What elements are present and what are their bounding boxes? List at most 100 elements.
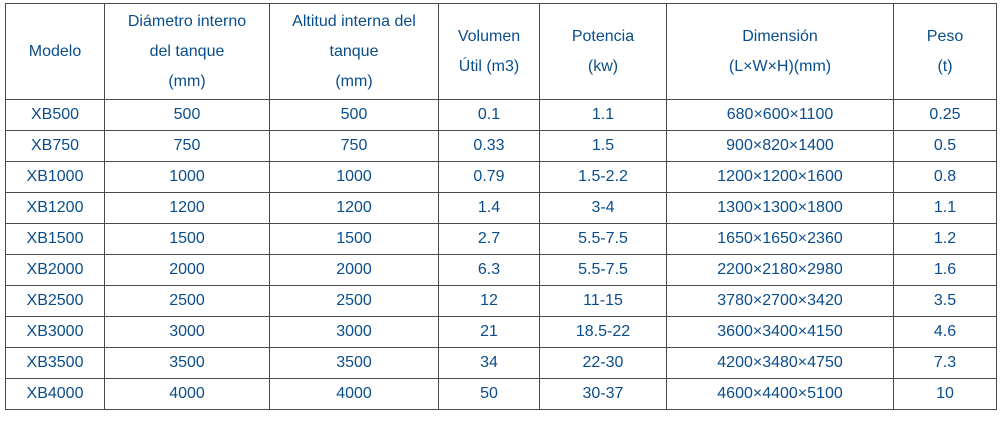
cell-potencia: 22-30 [539, 347, 667, 379]
cell-modelo: XB1200 [5, 192, 105, 224]
cell-diametro: 4000 [104, 378, 270, 410]
column-header-modelo: Modelo [5, 3, 105, 100]
cell-peso: 3.5 [893, 285, 997, 317]
column-header-line: (kw) [587, 57, 619, 75]
column-header-line: Útil (m3) [458, 57, 520, 75]
cell-modelo: XB3000 [5, 316, 105, 348]
cell-modelo: XB3500 [5, 347, 105, 379]
cell-dimension: 900×820×1400 [666, 130, 894, 162]
column-header-diametro: Diámetro interno del tanque (mm) [104, 3, 270, 100]
cell-modelo: XB2000 [5, 254, 105, 286]
column-header-line: Modelo [28, 42, 82, 60]
cell-modelo: XB4000 [5, 378, 105, 410]
cell-potencia: 11-15 [539, 285, 667, 317]
header-row: Modelo Diámetro interno del tanque (mm) Alti… [5, 3, 997, 100]
cell-peso: 0.25 [893, 99, 997, 131]
cell-dimension: 1300×1300×1800 [666, 192, 894, 224]
cell-peso: 1.6 [893, 254, 997, 286]
cell-dimension: 1650×1650×2360 [666, 223, 894, 255]
cell-diametro: 1000 [104, 161, 270, 193]
column-header-line: del tanque [149, 42, 225, 60]
cell-dimension: 3600×3400×4150 [666, 316, 894, 348]
column-header-line: Dimensión [742, 27, 818, 45]
table-header: Modelo Diámetro interno del tanque (mm) Alti… [5, 3, 997, 100]
column-header-line: Volumen [457, 27, 521, 45]
cell-diametro: 1200 [104, 192, 270, 224]
table-row: XB500 500 500 0.1 1.1 680×600×1100 0.25 [5, 99, 997, 131]
cell-potencia: 3-4 [539, 192, 667, 224]
spec-table: Modelo Diámetro interno del tanque (mm) Alti… [5, 3, 997, 410]
cell-dimension: 1200×1200×1600 [666, 161, 894, 193]
column-header-line: tanque [329, 42, 379, 60]
cell-altitud: 2500 [269, 285, 439, 317]
column-header-line: Peso [926, 27, 964, 45]
cell-dimension: 4200×3480×4750 [666, 347, 894, 379]
cell-altitud: 3000 [269, 316, 439, 348]
cell-altitud: 3500 [269, 347, 439, 379]
cell-altitud: 1500 [269, 223, 439, 255]
table-row: XB3000 3000 3000 21 18.5-22 3600×3400×4150 4.6 [5, 316, 997, 348]
column-header-line: Altitud interna del [292, 12, 416, 30]
cell-peso: 7.3 [893, 347, 997, 379]
column-header-line: (mm) [335, 72, 373, 90]
cell-diametro: 500 [104, 99, 270, 131]
cell-modelo: XB2500 [5, 285, 105, 317]
cell-dimension: 4600×4400×5100 [666, 378, 894, 410]
cell-potencia: 1.5-2.2 [539, 161, 667, 193]
cell-volumen: 50 [438, 378, 540, 410]
cell-potencia: 1.5 [539, 130, 667, 162]
cell-potencia: 5.5-7.5 [539, 223, 667, 255]
table-row: XB1500 1500 1500 2.7 5.5-7.5 1650×1650×2360 1.… [5, 223, 997, 255]
cell-altitud: 1000 [269, 161, 439, 193]
column-header-line: (L×W×H)(mm) [728, 57, 832, 75]
cell-volumen: 6.3 [438, 254, 540, 286]
table-row: XB750 750 750 0.33 1.5 900×820×1400 0.5 [5, 130, 997, 162]
column-header-line: Diámetro interno [127, 12, 247, 30]
column-header-dimension: Dimensión (L×W×H)(mm) [666, 3, 894, 100]
cell-altitud: 1200 [269, 192, 439, 224]
cell-diametro: 3500 [104, 347, 270, 379]
cell-altitud: 750 [269, 130, 439, 162]
cell-modelo: XB500 [5, 99, 105, 131]
cell-volumen: 0.79 [438, 161, 540, 193]
cell-diametro: 2000 [104, 254, 270, 286]
cell-peso: 10 [893, 378, 997, 410]
cell-diametro: 750 [104, 130, 270, 162]
cell-potencia: 30-37 [539, 378, 667, 410]
cell-peso: 4.6 [893, 316, 997, 348]
cell-modelo: XB750 [5, 130, 105, 162]
cell-volumen: 0.33 [438, 130, 540, 162]
column-header-potencia: Potencia (kw) [539, 3, 667, 100]
column-header-line: (mm) [168, 72, 206, 90]
cell-potencia: 1.1 [539, 99, 667, 131]
table-body: XB500 500 500 0.1 1.1 680×600×1100 0.25 XB750 75… [5, 99, 997, 410]
column-header-peso: Peso (t) [893, 3, 997, 100]
table-row: XB2000 2000 2000 6.3 5.5-7.5 2200×2180×2980 1.… [5, 254, 997, 286]
column-header-altitud: Altitud interna del tanque (mm) [269, 3, 439, 100]
cell-diametro: 1500 [104, 223, 270, 255]
cell-volumen: 21 [438, 316, 540, 348]
cell-altitud: 500 [269, 99, 439, 131]
cell-volumen: 34 [438, 347, 540, 379]
cell-modelo: XB1000 [5, 161, 105, 193]
cell-peso: 1.1 [893, 192, 997, 224]
table-row: XB1000 1000 1000 0.79 1.5-2.2 1200×1200×1600 0… [5, 161, 997, 193]
cell-altitud: 4000 [269, 378, 439, 410]
table-row: XB1200 1200 1200 1.4 3-4 1300×1300×1800 1.1 [5, 192, 997, 224]
cell-peso: 0.8 [893, 161, 997, 193]
cell-dimension: 3780×2700×3420 [666, 285, 894, 317]
cell-peso: 1.2 [893, 223, 997, 255]
cell-peso: 0.5 [893, 130, 997, 162]
cell-dimension: 680×600×1100 [666, 99, 894, 131]
column-header-volumen: Volumen Útil (m3) [438, 3, 540, 100]
cell-dimension: 2200×2180×2980 [666, 254, 894, 286]
cell-potencia: 18.5-22 [539, 316, 667, 348]
cell-potencia: 5.5-7.5 [539, 254, 667, 286]
cell-volumen: 0.1 [438, 99, 540, 131]
cell-diametro: 2500 [104, 285, 270, 317]
column-header-line: Potencia [571, 27, 635, 45]
cell-diametro: 3000 [104, 316, 270, 348]
table-row: XB3500 3500 3500 34 22-30 4200×3480×4750 7.3 [5, 347, 997, 379]
cell-volumen: 2.7 [438, 223, 540, 255]
cell-modelo: XB1500 [5, 223, 105, 255]
